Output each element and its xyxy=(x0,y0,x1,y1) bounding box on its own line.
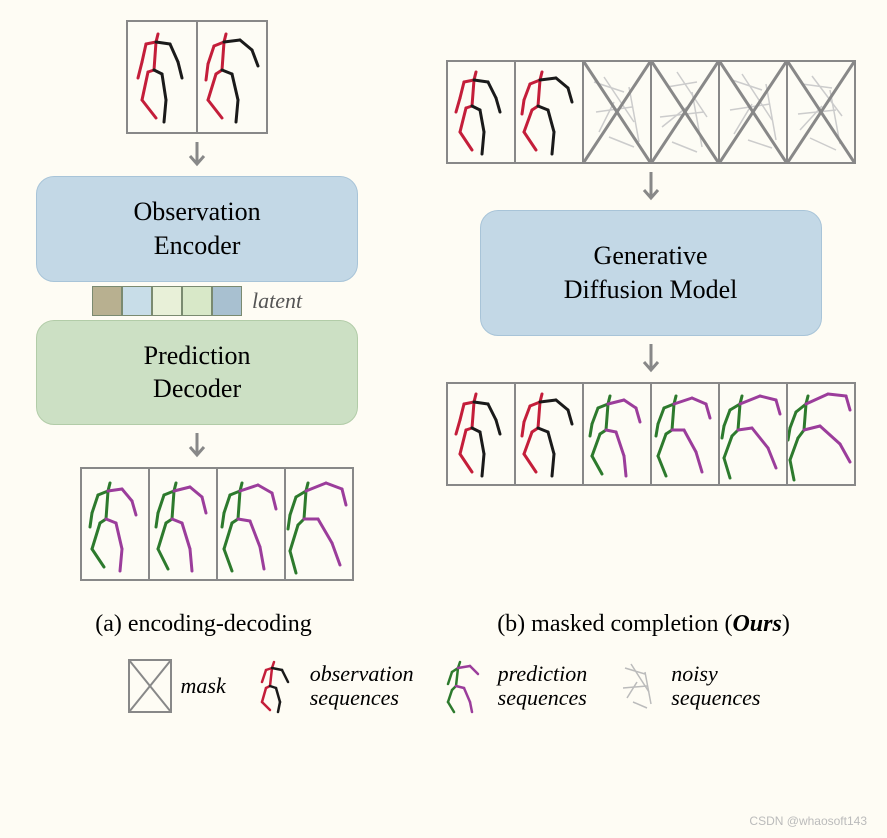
mask-noisy-icon xyxy=(720,62,786,162)
pose-pred-icon xyxy=(720,384,786,484)
pred-frame xyxy=(150,469,218,579)
arrow-down-icon xyxy=(185,140,209,170)
caption-b: (b) masked completion (Ours) xyxy=(424,611,864,638)
decoder-label: Prediction Decoder xyxy=(144,341,251,404)
column-a: Observation Encoder latent Prediction De… xyxy=(20,20,374,581)
mask-noisy-icon xyxy=(652,62,718,162)
pose-obs-icon xyxy=(448,62,514,162)
pred-frame xyxy=(720,384,788,484)
column-b: Generative Diffusion Model xyxy=(434,60,867,581)
noisy-legend-icon xyxy=(617,658,663,714)
diagram-container: Observation Encoder latent Prediction De… xyxy=(20,20,867,581)
caption-b-text: (b) masked completion (Ours) xyxy=(497,611,790,637)
latent-label: latent xyxy=(252,288,302,314)
pose-pred-icon xyxy=(218,469,284,579)
arrow-down-icon xyxy=(639,170,663,204)
legend-pred-label: prediction sequences xyxy=(498,662,588,710)
encoder-block: Observation Encoder xyxy=(36,176,358,282)
pred-frame xyxy=(218,469,286,579)
latent-cell xyxy=(122,286,152,316)
mask-noisy-icon xyxy=(788,62,854,162)
pose-pred-icon xyxy=(150,469,216,579)
legend-row: mask xyxy=(20,658,867,714)
legend-obs-label: observation sequences xyxy=(310,662,414,710)
obs-frame xyxy=(516,384,584,484)
obs-legend-icon xyxy=(256,658,302,714)
decoder-block: Prediction Decoder xyxy=(36,320,358,426)
obs-frame xyxy=(448,384,516,484)
mask-icon xyxy=(127,658,173,714)
caption-row: (a) encoding-decoding (b) masked complet… xyxy=(20,611,867,638)
pose-pred-icon xyxy=(286,469,352,579)
pose-pred-icon xyxy=(584,384,650,484)
latent-cell xyxy=(92,286,122,316)
pred-frames-a xyxy=(80,467,354,581)
pose-pred-icon xyxy=(82,469,148,579)
pose-obs-icon xyxy=(516,62,582,162)
arrow-down-icon xyxy=(185,431,209,461)
latent-cell xyxy=(212,286,242,316)
legend-obs: observation sequences xyxy=(256,658,414,714)
pred-legend-icon xyxy=(444,658,490,714)
caption-a: (a) encoding-decoding xyxy=(24,611,384,638)
legend-noisy: noisy sequences xyxy=(617,658,760,714)
legend-mask: mask xyxy=(127,658,226,714)
encoder-label: Observation Encoder xyxy=(134,197,261,260)
masked-frame xyxy=(652,62,720,162)
pose-obs-icon xyxy=(516,384,582,484)
legend-mask-label: mask xyxy=(181,673,226,699)
arrow-down-icon xyxy=(639,342,663,376)
latent-cell xyxy=(182,286,212,316)
pose-obs-icon xyxy=(128,22,196,132)
generative-model-block: Generative Diffusion Model xyxy=(480,210,822,336)
pose-obs-icon xyxy=(448,384,514,484)
masked-frame xyxy=(720,62,788,162)
output-frames-b xyxy=(446,382,856,486)
obs-frame xyxy=(198,22,266,132)
masked-frame xyxy=(788,62,854,162)
pred-frame xyxy=(82,469,150,579)
mask-noisy-icon xyxy=(584,62,650,162)
gen-model-label: Generative Diffusion Model xyxy=(564,241,738,304)
pred-frame xyxy=(584,384,652,484)
obs-frame xyxy=(128,22,198,132)
latent-row: latent xyxy=(92,286,302,316)
pose-pred-icon xyxy=(788,384,854,484)
obs-frames-a xyxy=(126,20,268,134)
pose-pred-icon xyxy=(652,384,718,484)
latent-cells xyxy=(92,286,242,316)
watermark: CSDN @whaosoft143 xyxy=(749,814,867,828)
legend-noisy-label: noisy sequences xyxy=(671,662,760,710)
latent-cell xyxy=(152,286,182,316)
pred-frame xyxy=(286,469,352,579)
legend-pred: prediction sequences xyxy=(444,658,588,714)
pose-obs-icon xyxy=(198,22,266,132)
pred-frame xyxy=(652,384,720,484)
obs-frame xyxy=(448,62,516,162)
masked-frame xyxy=(584,62,652,162)
pred-frame xyxy=(788,384,854,484)
input-frames-b xyxy=(446,60,856,164)
obs-frame xyxy=(516,62,584,162)
